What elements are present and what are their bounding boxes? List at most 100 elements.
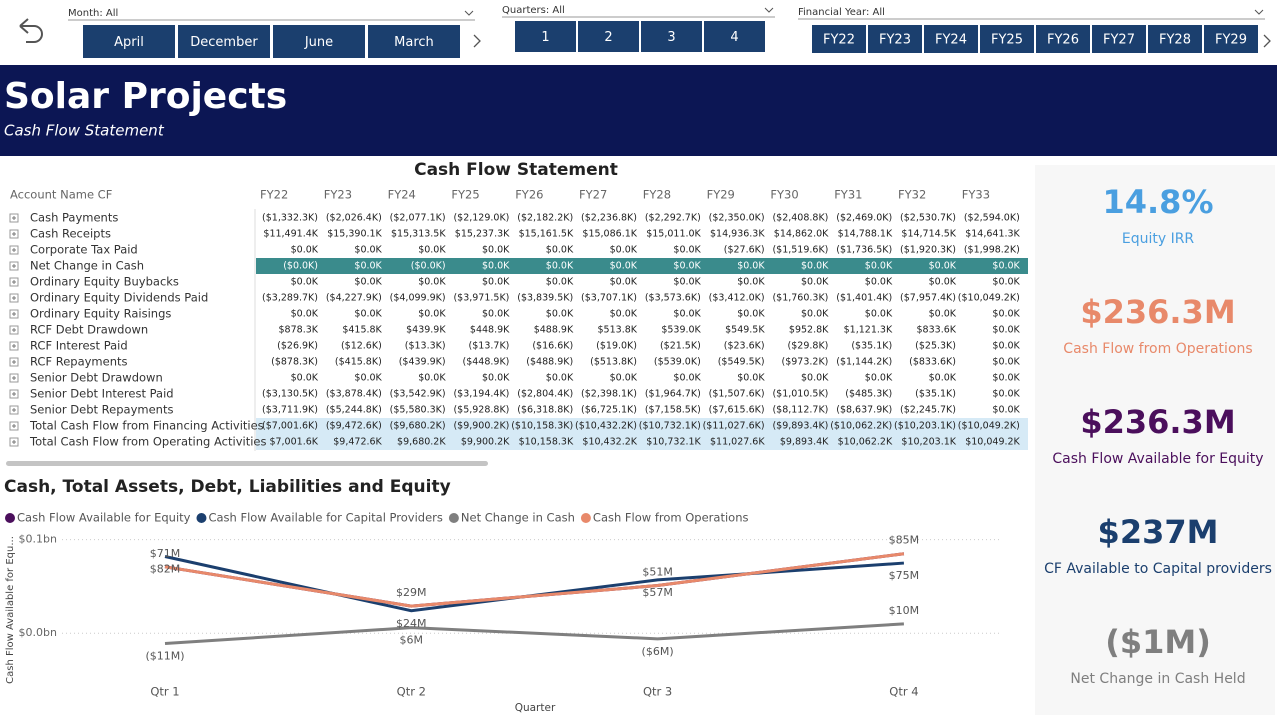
column-header: FY31	[834, 188, 862, 202]
cell: ($1,507.6K)	[709, 389, 765, 400]
data-label: $71M	[150, 547, 181, 560]
slicer-next[interactable]	[473, 34, 481, 48]
back-button[interactable]	[19, 18, 43, 43]
slicer-option[interactable]: FY27	[1103, 33, 1135, 48]
slicer-button[interactable]	[980, 25, 1034, 53]
slicer-button[interactable]	[1204, 25, 1258, 53]
slicer-button[interactable]	[368, 25, 460, 58]
slicer-option[interactable]: FY22	[823, 33, 855, 48]
cell: $0.0K	[865, 309, 893, 320]
slicer-button[interactable]	[178, 25, 270, 58]
slicer-option[interactable]: 2	[604, 30, 612, 45]
slicer-button[interactable]	[1148, 25, 1202, 53]
cell: $0.0K	[418, 373, 446, 384]
column-header: FY29	[707, 188, 735, 202]
cell: $0.0K	[992, 373, 1020, 384]
expand-plus[interactable]	[12, 296, 16, 300]
slicer-button[interactable]	[924, 25, 978, 53]
slicer-option[interactable]: 4	[730, 30, 738, 45]
slicer-button[interactable]	[704, 21, 765, 52]
cell: $0.0K	[737, 373, 765, 384]
expand-plus[interactable]	[12, 280, 16, 284]
slicer-option[interactable]: FY29	[1215, 33, 1247, 48]
slicer-option[interactable]: FY26	[1047, 33, 1079, 48]
column-header: FY30	[770, 188, 798, 202]
expand-plus[interactable]	[12, 392, 16, 396]
expand-plus[interactable]	[12, 424, 16, 428]
expand-plus[interactable]	[12, 408, 16, 412]
slicer-option[interactable]: June	[304, 35, 333, 50]
cell: $15,011.0K	[646, 229, 701, 240]
cell: $0.0K	[929, 373, 957, 384]
slicer-dropdown[interactable]	[764, 7, 774, 13]
slicer-dropdown[interactable]	[464, 10, 474, 16]
expand-plus[interactable]	[12, 344, 16, 348]
expand-plus[interactable]	[12, 328, 16, 332]
data-label: $24M	[396, 617, 427, 630]
row-label: RCF Repayments	[30, 355, 128, 369]
x-tick-label: Qtr 2	[397, 685, 426, 699]
expand-plus[interactable]	[12, 376, 16, 380]
cell: $0.0K	[673, 277, 701, 288]
cell: $0.0K	[546, 277, 574, 288]
cell: $14,862.0K	[774, 229, 829, 240]
slicer-option[interactable]: March	[394, 35, 434, 50]
cell: $10,203.1K	[901, 437, 956, 448]
column-header: FY27	[579, 188, 607, 202]
expand-plus[interactable]	[12, 264, 16, 268]
cell: $415.8K	[342, 325, 382, 336]
cell: $0.0K	[546, 245, 574, 256]
legend-entry: Cash Flow Available for Equity	[17, 511, 191, 525]
cell: ($488.9K)	[526, 357, 573, 368]
expand-plus[interactable]	[12, 232, 16, 236]
cell: ($539.0K)	[654, 357, 701, 368]
expand-plus[interactable]	[12, 360, 16, 364]
cell: ($9,680.2K)	[390, 421, 446, 432]
slicer-option[interactable]: December	[190, 35, 258, 50]
slicer-button[interactable]	[578, 21, 639, 52]
slicer-option[interactable]: 3	[667, 30, 675, 45]
scrollbar[interactable]	[6, 461, 488, 466]
slicer-button[interactable]	[812, 25, 866, 53]
slicer-next[interactable]	[1263, 34, 1271, 48]
cell: ($10,158.3K)	[511, 421, 573, 432]
cell: $539.0K	[661, 325, 701, 336]
slicer-button[interactable]	[273, 25, 365, 58]
expand-plus[interactable]	[12, 216, 16, 220]
cell: $0.0K	[992, 405, 1020, 416]
slicer-button[interactable]	[1092, 25, 1146, 53]
slicer-button[interactable]	[515, 21, 576, 52]
slicer-label: Quarters: All	[502, 5, 565, 16]
slicer-option[interactable]: FY25	[991, 33, 1023, 48]
y-axis-title: Cash Flow Available for Equ...	[5, 536, 16, 684]
row-label: Ordinary Equity Buybacks	[30, 275, 179, 289]
cell: ($2,077.1K)	[390, 213, 446, 224]
slicer-option[interactable]: FY28	[1159, 33, 1191, 48]
slicer-button[interactable]	[641, 21, 702, 52]
cell: $0.0K	[992, 261, 1020, 272]
slicer-option[interactable]: April	[114, 35, 144, 50]
expand-plus[interactable]	[12, 248, 16, 252]
cell: ($35.1K)	[851, 341, 892, 352]
slicer-dropdown[interactable]	[1254, 9, 1264, 15]
slicer-option[interactable]: FY23	[879, 33, 911, 48]
slicer-option[interactable]: 1	[541, 30, 549, 45]
slicer-option[interactable]: FY24	[935, 33, 967, 48]
slicer-button[interactable]	[1036, 25, 1090, 53]
legend-marker	[580, 513, 591, 523]
slicer-button[interactable]	[83, 25, 175, 58]
header-band	[0, 65, 1277, 156]
cell: ($2,129.0K)	[453, 213, 509, 224]
data-label: ($11M)	[145, 650, 184, 663]
cell: $15,086.1K	[582, 229, 637, 240]
cell: $0.0K	[546, 309, 574, 320]
cell: ($1,998.2K)	[964, 245, 1020, 256]
cell: ($7,001.6K)	[262, 421, 318, 432]
cell: $0.0K	[929, 277, 957, 288]
expand-plus[interactable]	[12, 440, 16, 444]
cell: $11,027.6K	[710, 437, 765, 448]
slicer-button[interactable]	[868, 25, 922, 53]
expand-plus[interactable]	[12, 312, 16, 316]
cell: $14,936.3K	[710, 229, 765, 240]
legend-entry: Net Change in Cash	[461, 511, 575, 525]
